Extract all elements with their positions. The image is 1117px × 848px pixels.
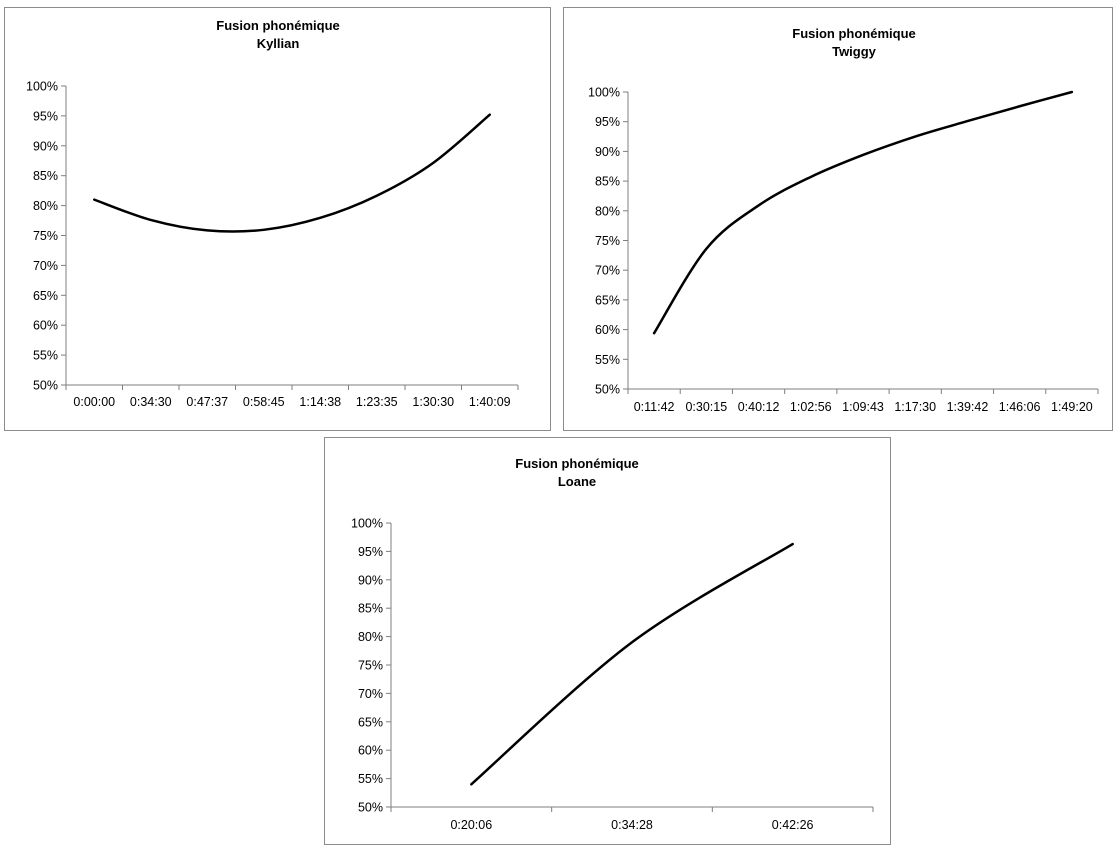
chart-panel-twiggy: Fusion phonémique Twiggy 50% 55% 60% 65% 70% 75… <box>563 7 1113 431</box>
x-tick-label: 0:30:15 <box>685 400 727 414</box>
y-tick-label: 50% <box>33 379 58 393</box>
x-tick-label: 1:14:38 <box>299 395 341 409</box>
x-tick-label: 0:42:26 <box>772 818 814 832</box>
x-tick-label: 1:09:43 <box>842 400 884 414</box>
x-tick-label: 0:34:30 <box>130 395 172 409</box>
series-line-loane <box>470 542 794 786</box>
y-tick-label: 70% <box>358 687 383 701</box>
x-tick-label: 1:17:30 <box>894 400 936 414</box>
y-tick-label: 70% <box>595 264 620 278</box>
y-tick-label: 65% <box>595 293 620 307</box>
x-tick-label: 1:39:42 <box>947 400 989 414</box>
y-tick-label: 50% <box>595 383 620 397</box>
x-tick-label: 0:00:00 <box>73 395 115 409</box>
x-tick-label: 0:34:28 <box>611 818 653 832</box>
y-tick-label: 95% <box>33 109 58 123</box>
y-tick-label: 50% <box>358 801 383 815</box>
x-tick-label: 1:40:09 <box>469 395 511 409</box>
y-tick-label: 70% <box>33 259 58 273</box>
y-tick-label: 55% <box>595 353 620 367</box>
x-tick-label: 0:20:06 <box>450 818 492 832</box>
y-tick-label: 90% <box>358 573 383 587</box>
chart-kyllian: Fusion phonémique Kyllian 50% 55% 60% 65% 70% 7… <box>26 18 519 409</box>
x-tick-label: 1:23:35 <box>356 395 398 409</box>
y-tick-label: 65% <box>33 289 58 303</box>
y-tick-label: 60% <box>595 323 620 337</box>
y-tick-label: 75% <box>358 659 383 673</box>
chart-panel-kyllian: Fusion phonémique Kyllian 50% 55% 60% 65% 70% 7… <box>4 7 551 431</box>
y-tick-label: 60% <box>33 319 58 333</box>
chart-loane: Fusion phonémique Loane 50% 55% 60% 65% 70% 75%… <box>351 456 874 832</box>
y-tick-label: 100% <box>588 86 620 100</box>
y-tick-label: 60% <box>358 744 383 758</box>
series-line-twiggy <box>652 90 1074 335</box>
y-tick-label: 85% <box>595 175 620 189</box>
y-tick-label: 55% <box>33 349 58 363</box>
y-tick-label: 55% <box>358 772 383 786</box>
y-tick-label: 100% <box>351 517 383 531</box>
y-tick-label: 65% <box>358 715 383 729</box>
y-tick-label: 85% <box>33 169 58 183</box>
y-tick-label: 95% <box>595 115 620 129</box>
x-tick-label: 0:58:45 <box>243 395 285 409</box>
chart-subtitle: Twiggy <box>832 44 877 59</box>
chart-panel-loane: Fusion phonémique Loane 50% 55% 60% 65% 70% 75%… <box>324 437 891 845</box>
chart-subtitle: Loane <box>558 474 596 489</box>
chart-subtitle: Kyllian <box>257 36 300 51</box>
y-tick-label: 90% <box>595 145 620 159</box>
chart-title: Fusion phonémique <box>216 18 340 33</box>
y-tick-label: 75% <box>595 234 620 248</box>
y-tick-label: 95% <box>358 545 383 559</box>
x-tick-label: 0:40:12 <box>738 400 780 414</box>
x-tick-label: 0:47:37 <box>186 395 228 409</box>
y-tick-label: 80% <box>358 630 383 644</box>
chart-twiggy: Fusion phonémique Twiggy 50% 55% 60% 65% 70% 75… <box>588 26 1099 414</box>
chart-title: Fusion phonémique <box>792 26 916 41</box>
x-tick-label: 1:02:56 <box>790 400 832 414</box>
x-tick-label: 1:49:20 <box>1051 400 1093 414</box>
y-tick-label: 80% <box>595 204 620 218</box>
y-tick-label: 80% <box>33 199 58 213</box>
y-tick-label: 85% <box>358 602 383 616</box>
x-tick-label: 1:30:30 <box>412 395 454 409</box>
x-tick-label: 0:11:42 <box>634 400 675 414</box>
y-tick-label: 90% <box>33 139 58 153</box>
chart-title: Fusion phonémique <box>515 456 639 471</box>
y-tick-label: 75% <box>33 229 58 243</box>
y-tick-label: 100% <box>26 80 58 94</box>
series-line-kyllian <box>93 113 491 233</box>
x-tick-label: 1:46:06 <box>999 400 1041 414</box>
